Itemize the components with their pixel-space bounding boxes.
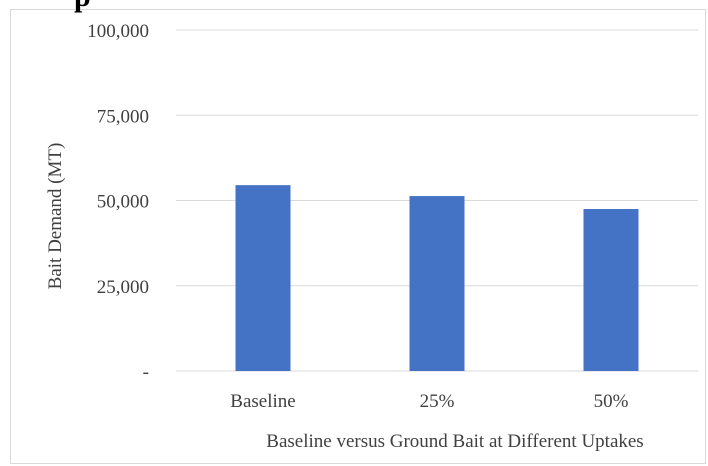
y-tick-labels: - 25,000 50,000 75,000 100,000 (87, 21, 149, 383)
y-tick-label: - (143, 362, 149, 383)
x-tick-label: 25% (420, 391, 455, 412)
x-tick-labels: Baseline 25% 50% (230, 391, 628, 412)
clipped-heading: p (74, 0, 91, 12)
x-axis-title: Baseline versus Ground Bait at Different… (266, 431, 643, 452)
y-tick-label: 100,000 (87, 21, 149, 42)
y-tick-label: 50,000 (97, 192, 149, 213)
y-tick-label: 25,000 (97, 277, 149, 298)
x-tick-label: 50% (594, 391, 629, 412)
y-tick-label: 75,000 (97, 106, 149, 127)
bars (235, 185, 639, 371)
x-tick-label: Baseline (230, 391, 295, 412)
bar-50pct (583, 209, 639, 371)
bar-25pct (409, 196, 465, 371)
bar-baseline (235, 185, 291, 371)
chart-border (10, 9, 706, 464)
y-axis-title: Bait Demand (MT) (45, 143, 66, 290)
